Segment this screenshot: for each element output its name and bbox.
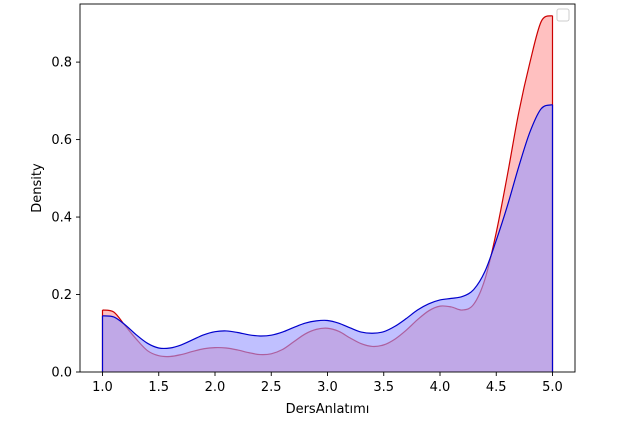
x-tick-label: 3.0	[317, 380, 338, 395]
legend-box	[556, 8, 570, 22]
x-axis: 1.0 1.5 2.0 2.5 3.0 3.5 4.0 4.5 5.0	[92, 372, 563, 395]
x-tick-label: 4.5	[486, 380, 507, 395]
y-axis-label: Density	[30, 163, 45, 213]
y-tick-label: 0.0	[51, 366, 72, 381]
density-line-2	[102, 104, 553, 350]
y-tick-label: 0.4	[51, 211, 72, 226]
x-tick-label: 4.0	[430, 380, 451, 395]
series-layer	[101, 15, 554, 373]
y-axis: 0.0 0.2 0.4 0.6 0.8	[51, 56, 80, 381]
x-tick-label: 1.5	[148, 380, 169, 395]
x-tick-label: 2.5	[261, 380, 282, 395]
y-tick-label: 0.2	[51, 288, 72, 303]
density-area-2	[102, 104, 553, 372]
x-tick-label: 1.0	[92, 380, 113, 395]
x-axis-label: DersAnlatımı	[286, 402, 370, 417]
x-tick-label: 3.5	[373, 380, 394, 395]
x-tick-label: 5.0	[542, 380, 563, 395]
y-tick-label: 0.6	[51, 133, 72, 148]
x-tick-label: 2.0	[205, 380, 226, 395]
y-tick-label: 0.8	[51, 56, 72, 71]
